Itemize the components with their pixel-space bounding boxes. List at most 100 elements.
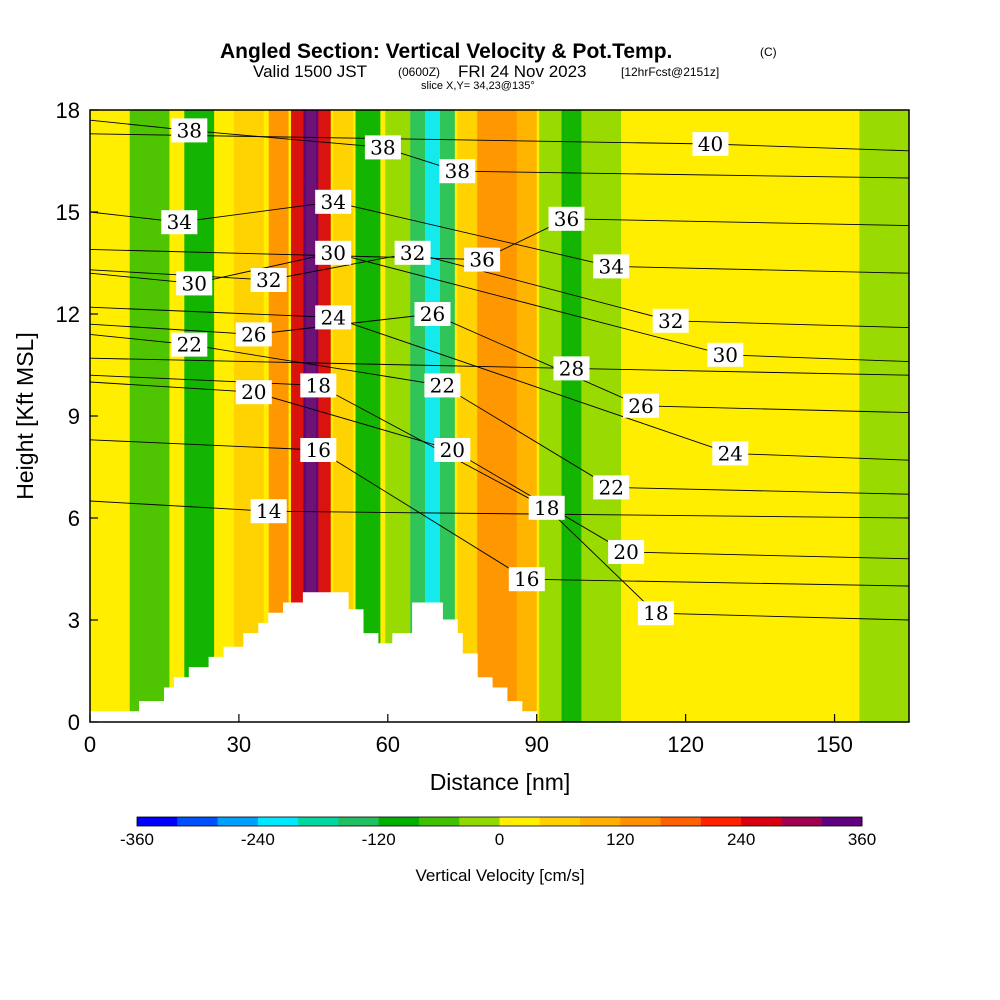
y-tick-label: 3: [68, 608, 80, 633]
colorbar-segment: [741, 817, 782, 826]
theta-label-box: [235, 380, 272, 405]
colorbar-segment: [177, 817, 219, 826]
theta-label-box: [553, 356, 590, 381]
theta-label-text: 40: [698, 132, 723, 156]
y-tick-label: 6: [68, 506, 80, 531]
colorbar: -360 -240 -120 0 120 240 360: [120, 816, 876, 849]
theta-contour-line: [90, 439, 909, 587]
colorbar-segment: [700, 817, 742, 826]
colorbar-tick-label: 360: [848, 830, 876, 849]
theta-label-text: 26: [420, 302, 445, 326]
colorbar-tick-label: -240: [241, 830, 275, 849]
theta-label-box: [171, 332, 208, 357]
colorbar-segment: [418, 817, 460, 826]
colorbar-segment: [338, 817, 380, 826]
theta-contour-label: 36: [548, 206, 585, 231]
theta-contour-label: 14: [250, 499, 287, 524]
theta-label-text: 24: [718, 441, 743, 465]
velocity-band: [497, 110, 517, 722]
colorbar-tick-label: -120: [362, 830, 396, 849]
theta-label-text: 30: [320, 241, 345, 265]
theta-label-box: [315, 305, 352, 330]
theta-label-box: [439, 159, 476, 184]
theta-contour-label: 38: [171, 118, 208, 143]
colorbar-label: Vertical Velocity [cm/s]: [415, 866, 584, 885]
theta-label-box: [315, 189, 352, 214]
theta-label-text: 22: [177, 333, 202, 357]
theta-label-text: 32: [658, 309, 683, 333]
theta-contour-label: 34: [593, 254, 630, 279]
colorbar-segment: [781, 817, 823, 826]
theta-contour-label: 26: [623, 393, 659, 418]
theta-label-text: 22: [598, 475, 623, 499]
velocity-band: [90, 110, 110, 722]
velocity-band: [129, 110, 170, 722]
velocity-band: [859, 110, 909, 722]
theta-contour-label: 30: [315, 240, 352, 265]
colorbar-tick-label: 120: [606, 830, 634, 849]
theta-label-box: [394, 240, 431, 265]
velocity-band: [539, 110, 565, 722]
theta-contour-label: 24: [315, 305, 352, 330]
colorbar-segment: [660, 817, 702, 826]
theta-label-box: [692, 132, 729, 156]
theta-label-box: [652, 308, 689, 333]
theta-label-box: [424, 373, 461, 398]
theta-label-text: 20: [613, 540, 638, 564]
chart-title-unit: (C): [760, 45, 777, 59]
theta-contour-label: 22: [593, 475, 630, 500]
theta-contour-label: 16: [300, 438, 337, 462]
colorbar-segment: [821, 817, 863, 826]
theta-label-text: 20: [440, 438, 465, 462]
y-tick-label: 12: [56, 302, 80, 327]
chart-title: Angled Section: Vertical Velocity & Pot.…: [220, 40, 672, 63]
velocity-band: [385, 110, 411, 722]
theta-label-box: [637, 601, 674, 626]
theta-contour-line: [90, 306, 909, 461]
colorbar-segment: [499, 817, 541, 826]
slice-label: slice X,Y= 34,23@135°: [421, 80, 535, 92]
colorbar-segment: [620, 817, 662, 826]
theta-label-box: [712, 441, 749, 466]
theta-label-box: [508, 567, 545, 592]
theta-label-text: 34: [598, 254, 623, 278]
theta-contour-label: 32: [250, 268, 287, 292]
x-axis: 0 30 60 90 120 150: [84, 714, 853, 757]
velocity-band: [268, 110, 289, 722]
x-tick-label: 60: [376, 732, 400, 757]
x-tick-label: 150: [816, 732, 853, 757]
x-tick-label: 120: [667, 732, 704, 757]
theta-contour-labels: 14 16 16 18 18 18 20 20 20 22 22 22 24 24 26 26 26 28 30 30…: [161, 118, 749, 626]
theta-contour-label: 18: [637, 601, 674, 626]
theta-contour-label: 30: [176, 271, 213, 296]
y-axis-label: Height [Kft MSL]: [12, 332, 38, 499]
theta-contour-label: 38: [364, 135, 401, 160]
velocity-band: [477, 110, 498, 722]
theta-label-text: 14: [256, 499, 281, 523]
theta-label-box: [528, 495, 565, 520]
theta-contour-label: 28: [553, 356, 590, 381]
theta-label-box: [171, 118, 208, 143]
theta-label-box: [300, 438, 337, 462]
theta-label-text: 18: [534, 496, 559, 520]
theta-label-text: 26: [241, 322, 266, 346]
valid-time: Valid 1500 JST: [253, 62, 367, 81]
velocity-band: [581, 110, 622, 722]
theta-label-box: [608, 540, 645, 564]
theta-label-text: 36: [469, 248, 494, 272]
colorbar-tick-label: -360: [120, 830, 154, 849]
colorbar-tick-label: 0: [495, 830, 504, 849]
theta-label-text: 20: [241, 380, 266, 404]
theta-label-box: [434, 438, 471, 462]
theta-label-box: [548, 206, 585, 231]
colorbar-segment: [257, 817, 299, 826]
theta-label-box: [161, 210, 198, 235]
theta-label-text: 18: [643, 601, 668, 625]
theta-label-text: 16: [514, 567, 539, 591]
theta-label-text: 36: [554, 207, 579, 231]
valid-date: FRI 24 Nov 2023: [458, 62, 587, 81]
colorbar-segment: [217, 817, 259, 826]
theta-contour-line: [90, 218, 909, 261]
theta-contour-label: 26: [235, 322, 272, 347]
